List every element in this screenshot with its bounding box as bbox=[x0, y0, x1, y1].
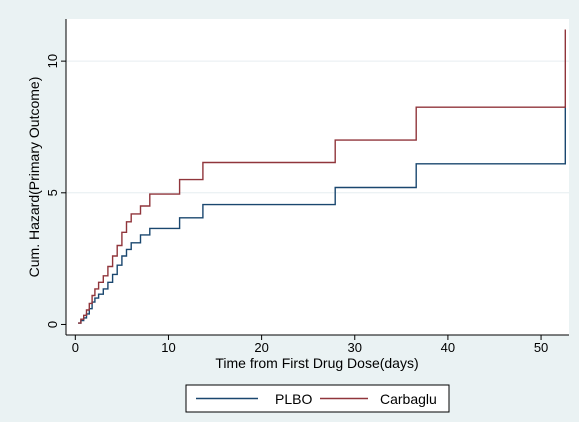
x-axis-ticks: 0 10 20 30 40 50 bbox=[72, 335, 548, 355]
legend-label-plbo: PLBO bbox=[275, 391, 312, 407]
x-tick-label: 20 bbox=[254, 340, 268, 355]
legend: PLBO Carbaglu bbox=[185, 384, 450, 413]
series-lines bbox=[78, 29, 566, 324]
grid-lines bbox=[66, 60, 569, 194]
x-tick-label: 30 bbox=[348, 340, 362, 355]
x-tick-label: 40 bbox=[441, 340, 455, 355]
x-tick-label: 0 bbox=[72, 340, 79, 355]
y-axis-ticks: 0 5 10 bbox=[45, 54, 66, 328]
y-tick-label: 10 bbox=[45, 54, 60, 68]
x-tick-label: 10 bbox=[161, 340, 175, 355]
series-line-plbo bbox=[78, 105, 566, 324]
legend-label-carbaglu: Carbaglu bbox=[380, 391, 437, 407]
y-tick-label: 0 bbox=[45, 321, 60, 328]
plot-area bbox=[66, 19, 569, 335]
y-axis-title: Cum. Hazard(Primary Outcome) bbox=[26, 77, 42, 278]
x-axis-title: Time from First Drug Dose(days) bbox=[215, 355, 418, 371]
series-line-carbaglu bbox=[78, 29, 566, 324]
y-tick-label: 5 bbox=[45, 189, 60, 196]
x-tick-label: 50 bbox=[534, 340, 548, 355]
